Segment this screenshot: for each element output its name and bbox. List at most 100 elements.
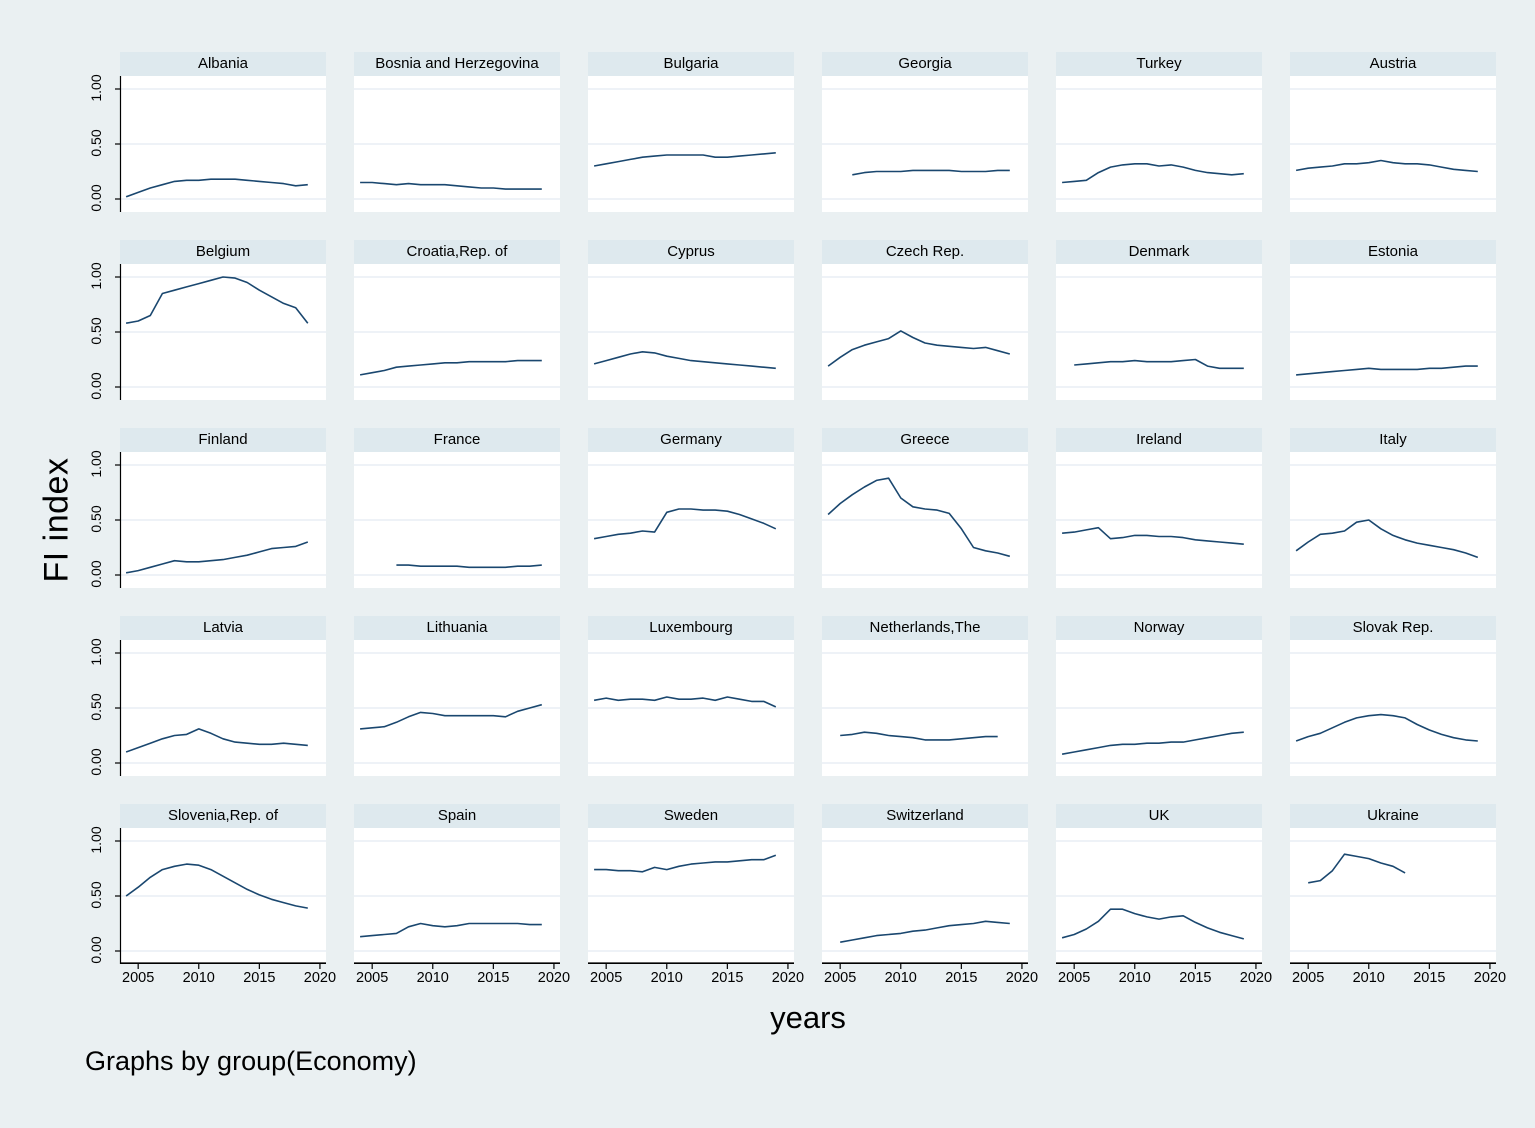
x-tick-label: 2015	[1413, 970, 1446, 986]
panel-cyprus: Cyprus	[588, 240, 794, 400]
panel-title: Finland	[120, 428, 326, 452]
x-tick-label: 2015	[1179, 970, 1212, 986]
x-tick-label: 2005	[824, 970, 857, 986]
data-line	[1295, 713, 1478, 742]
data-line	[396, 564, 542, 569]
x-tick-labels: 2005 2010 2015 2020	[1290, 966, 1506, 988]
panel-bosnia-and-herzegovina: Bosnia and Herzegovina	[354, 52, 560, 212]
data-line	[827, 330, 1011, 367]
line-chart	[1056, 828, 1262, 969]
y-tick-label: 0.50	[88, 881, 104, 909]
panel-plot-area: 2005 2010 2015 2020	[354, 828, 570, 986]
x-tick-label: 2005	[1292, 970, 1325, 986]
panel-slovenia-rep-of: Slovenia,Rep. of 1.00 0.50 0.00 2005 2010 2015…	[88, 804, 336, 986]
panel-spain: Spain 2005 2010 2015 2020	[354, 804, 570, 986]
y-tick-label: 0.50	[88, 129, 104, 157]
y-tick-label: 0.00	[88, 560, 104, 588]
line-chart	[1056, 76, 1262, 212]
data-line	[125, 541, 309, 574]
x-tick-label: 2020	[1005, 970, 1039, 986]
x-tick-label: 2005	[590, 970, 623, 986]
panel-plot-area: 1.00 0.50 0.00	[88, 74, 326, 212]
panel-albania: Albania 1.00 0.50 0.00	[88, 52, 326, 212]
y-tick-label: 1.00	[88, 74, 104, 102]
data-line	[1061, 908, 1245, 940]
panel-uk: UK 2005 2010 2015 2020	[1056, 804, 1272, 986]
data-line	[1062, 163, 1244, 184]
panel-title: Ukraine	[1290, 804, 1496, 828]
line-chart	[1056, 452, 1262, 588]
panel-denmark: Denmark	[1056, 240, 1262, 400]
panel-title: Spain	[354, 804, 560, 828]
panel-czech-rep: Czech Rep.	[822, 240, 1028, 400]
data-line	[360, 703, 543, 730]
x-tick-label: 2015	[477, 970, 510, 986]
panel-plot-area: 1.00 0.50 0.00	[88, 450, 326, 588]
panel-switzerland: Switzerland 2005 2010 2015 2020	[822, 804, 1038, 986]
y-tick-label: 1.00	[88, 262, 104, 290]
panel-plot-area	[1056, 640, 1262, 776]
data-line	[593, 351, 776, 370]
y-axis-title: FI index	[37, 457, 76, 583]
panel-title: Denmark	[1056, 240, 1262, 264]
panel-title: Germany	[588, 428, 794, 452]
x-tick-label: 2020	[771, 970, 805, 986]
panel-plot-area: 2005 2010 2015 2020	[822, 828, 1038, 986]
panel-title: Slovak Rep.	[1290, 616, 1496, 640]
panel-greece: Greece	[822, 428, 1028, 588]
panel-plot-area: 1.00 0.50 0.00 2005 2010 2015 2020	[88, 826, 336, 986]
line-chart	[354, 828, 560, 969]
line-chart	[1290, 452, 1496, 588]
x-tick-labels: 2005 2010 2015 2020	[822, 966, 1038, 988]
panel-plot-area	[588, 76, 794, 212]
line-chart	[822, 828, 1028, 969]
panel-italy: Italy	[1290, 428, 1496, 588]
line-chart	[115, 640, 326, 776]
x-tick-label: 2010	[1118, 970, 1151, 986]
line-chart	[354, 264, 560, 400]
panel-plot-area	[1056, 452, 1262, 588]
line-chart	[115, 76, 326, 212]
line-chart	[588, 828, 794, 969]
panel-title: Italy	[1290, 428, 1496, 452]
data-line	[840, 731, 998, 741]
data-line	[1296, 365, 1478, 376]
y-tick-label: 0.50	[88, 693, 104, 721]
y-tick-label: 0.00	[88, 936, 104, 964]
panel-title: Croatia,Rep. of	[354, 240, 560, 264]
panel-plot-area	[1056, 264, 1262, 400]
panel-plot-area	[822, 640, 1028, 776]
panel-lithuania: Lithuania	[354, 616, 560, 776]
panel-title: Netherlands,The	[822, 616, 1028, 640]
line-chart	[588, 640, 794, 776]
panel-plot-area	[354, 76, 560, 212]
line-chart	[822, 264, 1028, 400]
y-tick-label: 1.00	[88, 638, 104, 666]
panel-title: Estonia	[1290, 240, 1496, 264]
x-tick-label: 2020	[1239, 970, 1273, 986]
line-chart	[588, 264, 794, 400]
y-tick-label: 0.50	[88, 317, 104, 345]
x-tick-label: 2010	[182, 970, 215, 986]
panel-plot-area: 2005 2010 2015 2020	[1290, 828, 1506, 986]
line-chart	[1290, 640, 1496, 776]
y-tick-label: 0.50	[88, 505, 104, 533]
y-tick-label: 0.00	[88, 184, 104, 212]
data-line	[1062, 526, 1244, 545]
panel-plot-area: 1.00 0.50 0.00	[88, 638, 326, 776]
line-chart	[1056, 264, 1262, 400]
panel-title: Cyprus	[588, 240, 794, 264]
x-tick-labels: 2005 2010 2015 2020	[588, 966, 804, 988]
panel-slovak-rep: Slovak Rep.	[1290, 616, 1496, 776]
data-line	[840, 920, 1010, 943]
x-tick-label: 2020	[537, 970, 571, 986]
panel-plot-area: 2005 2010 2015 2020	[588, 828, 804, 986]
line-chart	[354, 640, 560, 776]
data-line	[1295, 519, 1479, 559]
panel-plot-area	[822, 264, 1028, 400]
panel-title: Bulgaria	[588, 52, 794, 76]
panel-plot-area	[1290, 76, 1496, 212]
panel-croatia-rep-of: Croatia,Rep. of	[354, 240, 560, 400]
panel-title: Slovenia,Rep. of	[120, 804, 326, 828]
data-line	[125, 728, 308, 753]
